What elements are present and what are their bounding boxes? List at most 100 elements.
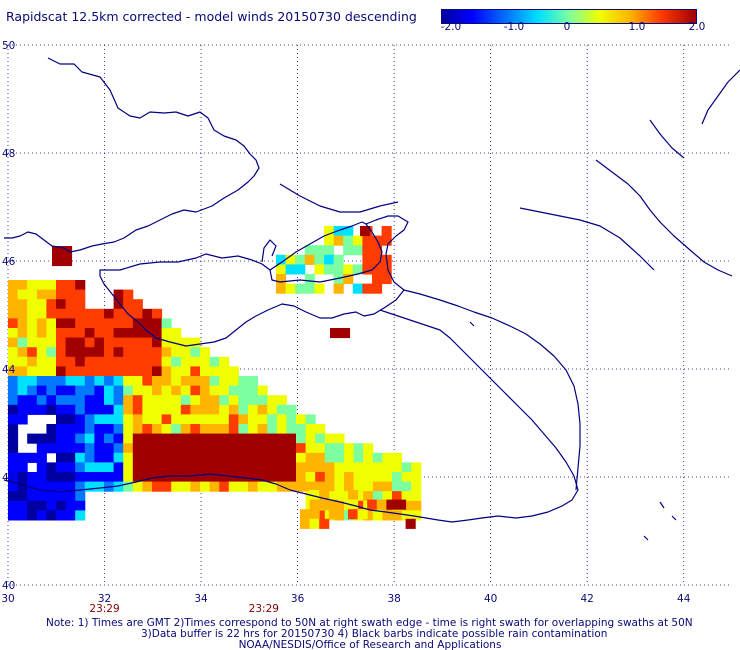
wind-pixel — [52, 256, 63, 267]
wind-pixel — [315, 481, 326, 492]
wind-pixel — [276, 254, 287, 265]
wind-pixel — [238, 376, 249, 387]
wind-pixel — [75, 472, 86, 483]
wind-pixel — [75, 500, 86, 511]
wind-pixel — [285, 254, 296, 265]
wind-pixel — [286, 404, 297, 415]
wind-pixel — [17, 414, 28, 425]
wind-pixel — [65, 424, 76, 435]
wind-pixel — [238, 404, 249, 415]
wind-pixel — [36, 337, 47, 348]
wind-pixel — [152, 376, 163, 387]
wind-pixel — [75, 385, 86, 396]
wind-pixel — [333, 283, 344, 294]
wind-pixel — [46, 424, 57, 435]
wind-pixel — [94, 376, 105, 387]
wind-pixel — [36, 280, 47, 291]
wind-pixel — [27, 395, 38, 406]
wind-pixel — [56, 280, 67, 291]
wind-pixel — [171, 481, 182, 492]
wind-pixel — [411, 462, 422, 473]
wind-pixel — [286, 424, 297, 435]
wind-pixel — [46, 433, 57, 444]
wind-pixel — [353, 462, 364, 473]
wind-pixel — [257, 424, 268, 435]
wind-pixel — [362, 245, 373, 256]
wind-pixel — [296, 424, 307, 435]
coastline — [3, 57, 740, 541]
wind-pixel — [65, 404, 76, 415]
wind-pixel — [328, 499, 339, 510]
wind-pixel — [228, 443, 239, 454]
wind-pixel — [94, 337, 105, 348]
wind-pixel — [257, 443, 268, 454]
wind-pixel — [363, 452, 374, 463]
wind-pixel — [248, 472, 259, 483]
wind-pixel — [319, 518, 330, 529]
wind-pixel — [113, 376, 124, 387]
wind-pixel — [104, 366, 115, 377]
wind-pixel — [372, 510, 383, 521]
wind-pixel — [267, 472, 278, 483]
wind-pixel — [372, 491, 383, 502]
wind-pixel — [56, 347, 67, 358]
wind-pixel — [113, 318, 124, 329]
wind-pixel — [8, 318, 19, 329]
wind-pixel — [209, 481, 220, 492]
wind-pixel — [333, 264, 344, 275]
wind-pixel — [142, 443, 153, 454]
wind-pixel — [330, 328, 341, 339]
wind-pixel — [142, 328, 153, 339]
wind-pixel — [94, 395, 105, 406]
wind-pixel — [113, 443, 124, 454]
wind-pixel — [296, 433, 307, 444]
wind-pixel — [132, 356, 143, 367]
wind-pixel — [123, 337, 134, 348]
wind-pixel — [132, 318, 143, 329]
wind-pixel — [334, 491, 345, 502]
wind-pixel — [27, 452, 38, 463]
wind-pixel — [27, 510, 38, 521]
wind-pixel — [161, 356, 172, 367]
wind-pixel — [84, 414, 95, 425]
wind-pixel — [190, 404, 201, 415]
wind-pixel — [200, 433, 211, 444]
wind-pixel — [286, 443, 297, 454]
wind-pixel — [161, 404, 172, 415]
wind-pixel — [27, 481, 38, 492]
swath-time-label: 23:29 — [89, 603, 119, 615]
wind-pixel — [161, 443, 172, 454]
swath-time-label: 23:29 — [249, 603, 279, 615]
wind-pixel — [62, 246, 73, 257]
wind-pixel — [363, 510, 374, 521]
wind-pixel — [75, 433, 86, 444]
wind-pixel — [17, 318, 28, 329]
wind-pixel — [75, 414, 86, 425]
wind-pixel — [75, 404, 86, 415]
lon-tick-label: 42 — [581, 593, 594, 605]
wind-pixel — [295, 283, 306, 294]
wind-pixel — [161, 376, 172, 387]
wind-pixel — [17, 376, 28, 387]
wind-pixel — [17, 491, 28, 502]
wind-pixel — [180, 395, 191, 406]
wind-pixel — [238, 414, 249, 425]
wind-pixel — [142, 472, 153, 483]
wind-pixel — [382, 462, 393, 473]
wind-pixel — [401, 500, 412, 511]
wind-pixel — [276, 395, 287, 406]
wind-pixel — [75, 481, 86, 492]
wind-pixel — [142, 366, 153, 377]
wind-pixel — [113, 395, 124, 406]
wind-pixel — [305, 414, 316, 425]
wind-pixel — [56, 385, 67, 396]
wind-pixel — [27, 280, 38, 291]
wind-pixel — [132, 308, 143, 319]
wind-pixel — [190, 481, 201, 492]
lon-tick-label: 34 — [194, 593, 208, 605]
wind-pixel — [36, 500, 47, 511]
wind-pixel — [46, 280, 57, 291]
wind-pixel — [36, 472, 47, 483]
southern-coastline — [3, 309, 579, 523]
